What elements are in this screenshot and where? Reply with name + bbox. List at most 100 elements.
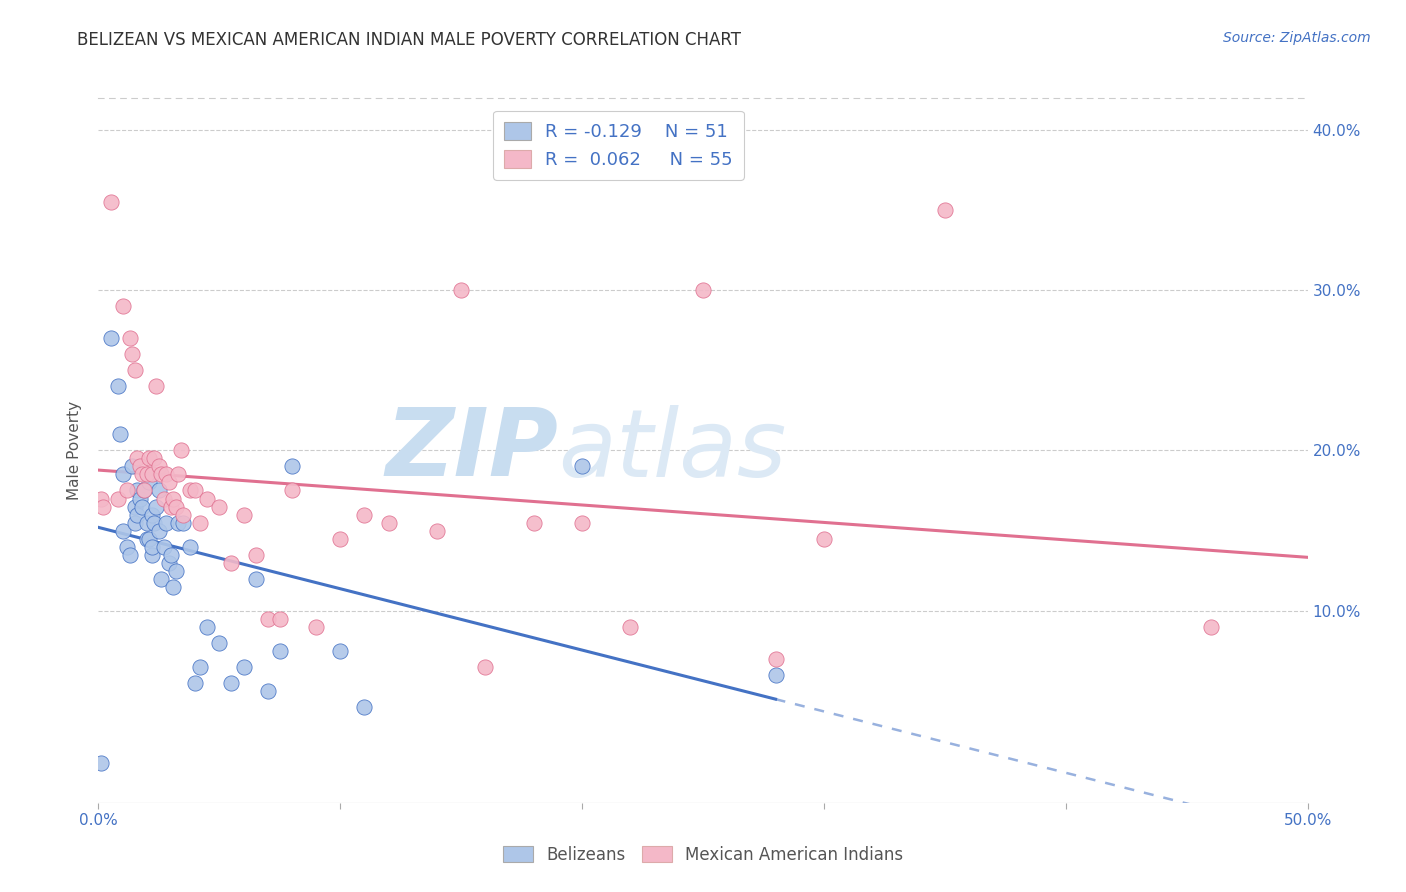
Point [141, 467, 163, 482]
Point [148, 483, 170, 498]
Point [162, 491, 184, 506]
Point [1199, 619, 1222, 633]
Point [155, 516, 177, 530]
Point [141, 540, 163, 554]
Point [134, 483, 156, 498]
Point [141, 508, 163, 522]
Point [245, 548, 267, 562]
Point [131, 467, 153, 482]
Point [143, 451, 166, 466]
Point [117, 540, 139, 554]
Point [157, 475, 180, 490]
Point [124, 516, 146, 530]
Point [184, 483, 207, 498]
Point [91, 500, 114, 514]
Point [135, 467, 157, 482]
Point [172, 516, 194, 530]
Point [353, 508, 375, 522]
Point [765, 651, 787, 665]
Point [152, 491, 174, 506]
Point [195, 619, 218, 633]
Point [934, 203, 956, 218]
Point [111, 524, 134, 538]
Point [305, 619, 328, 633]
Point [124, 500, 146, 514]
Point [121, 459, 143, 474]
Point [90, 756, 112, 770]
Point [179, 540, 201, 554]
Point [169, 443, 191, 458]
Point [111, 467, 134, 482]
Point [145, 500, 167, 514]
Point [377, 516, 399, 530]
Point [134, 483, 156, 498]
Point [269, 612, 291, 626]
Point [118, 331, 141, 345]
Point [138, 451, 160, 466]
Point [167, 516, 190, 530]
Point [160, 500, 183, 514]
Legend: Belizeans, Mexican American Indians: Belizeans, Mexican American Indians [496, 839, 910, 871]
Point [167, 467, 190, 482]
Point [172, 508, 194, 522]
Point [619, 619, 641, 633]
Point [118, 548, 141, 562]
Point [155, 467, 177, 482]
Point [152, 540, 174, 554]
Point [179, 483, 201, 498]
Text: atlas: atlas [558, 405, 786, 496]
Text: BELIZEAN VS MEXICAN AMERICAN INDIAN MALE POVERTY CORRELATION CHART: BELIZEAN VS MEXICAN AMERICAN INDIAN MALE… [77, 31, 741, 49]
Point [145, 379, 167, 393]
Point [128, 491, 150, 506]
Text: Source: ZipAtlas.com: Source: ZipAtlas.com [1223, 31, 1371, 45]
Point [111, 299, 134, 313]
Point [692, 283, 714, 297]
Point [160, 548, 183, 562]
Point [117, 483, 139, 498]
Point [571, 459, 593, 474]
Point [135, 516, 157, 530]
Point [571, 516, 593, 530]
Point [450, 283, 472, 297]
Point [90, 491, 112, 506]
Point [143, 516, 166, 530]
Point [100, 331, 122, 345]
Point [329, 643, 352, 657]
Point [765, 667, 787, 681]
Point [150, 467, 173, 482]
Point [148, 524, 170, 538]
Point [426, 524, 449, 538]
Point [128, 459, 150, 474]
Point [127, 508, 149, 522]
Point [281, 459, 304, 474]
Point [523, 516, 546, 530]
Point [127, 483, 149, 498]
Point [141, 548, 163, 562]
Point [107, 379, 129, 393]
Point [131, 500, 153, 514]
Point [124, 363, 146, 377]
Point [232, 508, 254, 522]
Point [127, 451, 149, 466]
Point [107, 491, 129, 506]
Point [100, 195, 122, 210]
Point [162, 580, 184, 594]
Point [108, 427, 131, 442]
Point [329, 532, 352, 546]
Point [256, 683, 278, 698]
Point [188, 659, 211, 673]
Point [165, 500, 187, 514]
Point [148, 459, 170, 474]
Point [221, 556, 243, 570]
Point [474, 659, 496, 673]
Point [135, 532, 157, 546]
Text: ZIP: ZIP [385, 404, 558, 497]
Point [208, 635, 231, 649]
Point [245, 572, 267, 586]
Point [150, 572, 173, 586]
Point [813, 532, 835, 546]
Point [184, 675, 207, 690]
Point [269, 643, 291, 657]
Point [195, 491, 218, 506]
Point [121, 347, 143, 361]
